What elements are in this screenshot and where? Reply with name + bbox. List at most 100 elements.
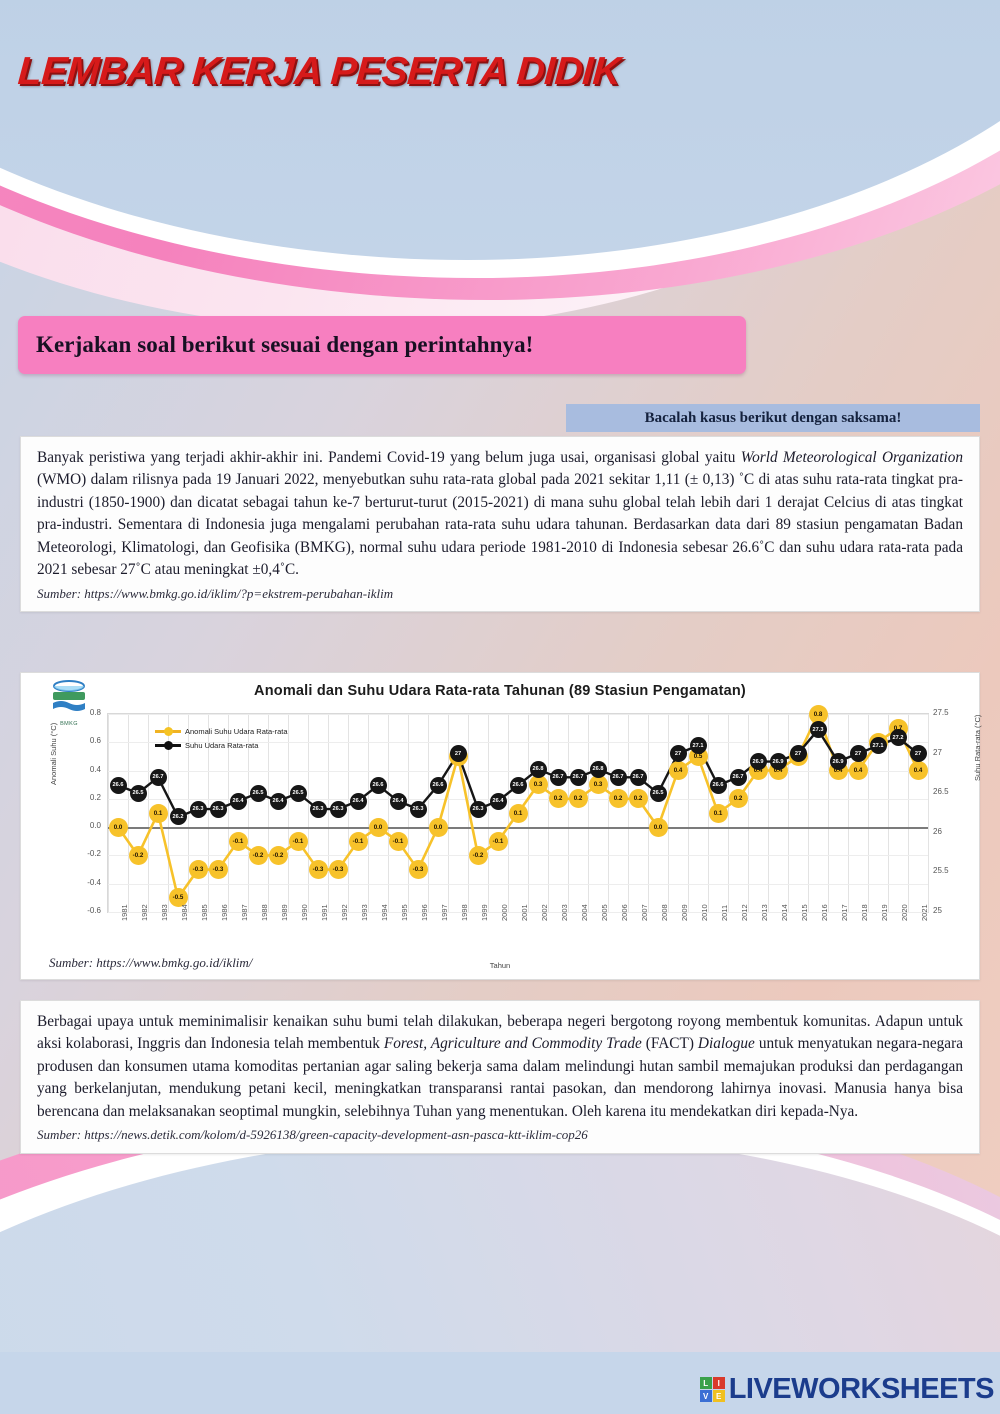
chart-data-point: 26.9 (829, 753, 847, 771)
chart-gridline-vertical (208, 714, 209, 912)
chart-x-tick: 2003 (560, 904, 569, 921)
chart-y2-tick: 27.5 (933, 708, 949, 717)
chart-x-tick: 2019 (880, 904, 889, 921)
chart-data-point: 26.4 (389, 792, 407, 810)
chart-x-tick: 2014 (780, 904, 789, 921)
chart-data-point: 0.8 (808, 704, 828, 724)
chart-gridline-vertical (928, 714, 929, 912)
chart-data-point: 26.9 (749, 753, 767, 771)
chart-x-tick: 1995 (400, 904, 409, 921)
page-title: LEMBAR KERJA PESERTA DIDIK (16, 50, 622, 93)
chart-gridline-horizontal (108, 912, 928, 913)
chart-gridline-vertical (108, 714, 109, 912)
chart-x-tick: 2006 (620, 904, 629, 921)
chart-data-point: 0.0 (368, 817, 388, 837)
chart-x-tick: 1992 (340, 904, 349, 921)
legend-label-anomali: Anomali Suhu Udara Rata-rata (185, 727, 288, 736)
chart-x-axis-label: Tahun (489, 961, 511, 970)
chart-x-tick: 2002 (540, 904, 549, 921)
chart-data-point: 27.2 (889, 729, 907, 747)
chart-zero-line (108, 827, 928, 830)
chart-x-tick: 2005 (600, 904, 609, 921)
chart-data-point: 26.3 (189, 800, 207, 818)
read-case-badge-text: Bacalah kasus berikut dengan saksama! (644, 409, 902, 426)
legend-item-suhu: Suhu Udara Rata-rata (155, 741, 288, 750)
chart-data-point: 26.5 (129, 784, 147, 802)
chart-data-point: -0.3 (308, 860, 328, 880)
legend-marker-suhu-icon (155, 741, 181, 750)
chart-gridline-vertical (588, 714, 589, 912)
chart-x-tick: 1997 (440, 904, 449, 921)
chart-data-point: 0.0 (108, 817, 128, 837)
chart-data-point: -0.3 (408, 860, 428, 880)
lw-tile-l: L (699, 1377, 712, 1389)
chart-y-tick: -0.4 (87, 877, 101, 887)
instruction-banner: Kerjakan soal berikut sesuai dengan peri… (18, 316, 746, 374)
chart-gridline-vertical (808, 714, 809, 912)
chart-x-tick: 1999 (480, 904, 489, 921)
chart-gridline-vertical (668, 714, 669, 912)
chart-gridline-vertical (128, 714, 129, 912)
liveworksheets-logo[interactable]: L I V E LIVEWORKSHEETS (699, 1373, 995, 1406)
chart-gridline-vertical (828, 714, 829, 912)
chart-data-point: 26.7 (549, 768, 567, 786)
chart-gridline-vertical (788, 714, 789, 912)
chart-data-point: 26.7 (569, 768, 587, 786)
chart-y2-tick: 27 (933, 747, 942, 757)
chart-x-tick: 1986 (220, 904, 229, 921)
chart-x-tick: 2000 (500, 904, 509, 921)
chart-data-point: 26.6 (429, 776, 447, 794)
chart-gridline-vertical (448, 714, 449, 912)
case-text-box-2: Berbagai upaya untuk meminimalisir kenai… (20, 1000, 980, 1154)
legend-marker-anomali-icon (155, 727, 181, 736)
chart-gridline-vertical (308, 714, 309, 912)
chart-data-point: 0.0 (648, 817, 668, 837)
chart-plot-area: 0.0 -0.2 0.1 -0.5 -0.3 -0.3 -0.1 -0.2 -0.2 -0.1 -0… (107, 704, 929, 913)
chart-gridline-vertical (868, 714, 869, 912)
chart-gridline-vertical (248, 714, 249, 912)
chart-gridline-vertical (608, 714, 609, 912)
lw-tile-e: E (712, 1390, 725, 1402)
chart-gridline-vertical (568, 714, 569, 912)
chart-x-tick: 1985 (200, 904, 209, 921)
chart-x-tick: 2021 (920, 904, 929, 921)
chart-gridline-horizontal (108, 742, 928, 744)
chart-x-tick: 1998 (460, 904, 469, 921)
chart-data-point: 26.4 (269, 792, 287, 810)
header-wave-blue (0, 0, 1000, 260)
chart-data-point: 26.3 (309, 800, 327, 818)
chart-data-point: 26.3 (209, 800, 227, 818)
chart-gridline-vertical (628, 714, 629, 912)
chart-gridline-vertical (768, 714, 769, 912)
chart-data-point: 26.6 (509, 776, 527, 794)
chart-x-tick: 2018 (860, 904, 869, 921)
chart-data-point: 26.7 (629, 768, 647, 786)
chart-legend: Anomali Suhu Udara Rata-rata Suhu Udara … (155, 727, 288, 755)
chart-source: Sumber: https://www.bmkg.go.id/iklim/ (49, 955, 253, 970)
chart-x-tick: 2017 (840, 904, 849, 921)
chart-data-point: 26.7 (729, 768, 747, 786)
chart-data-point: 26.5 (649, 784, 667, 802)
chart-x-tick: 2020 (900, 904, 909, 921)
chart-y-tick: 0.0 (89, 821, 101, 831)
chart-data-point: 26.4 (349, 792, 367, 810)
chart-x-tick: 1983 (160, 904, 169, 921)
chart-data-point: 26.2 (169, 808, 187, 826)
chart-data-point: 26.8 (529, 760, 547, 778)
chart-data-point: 27.1 (869, 737, 887, 755)
chart-gridline-vertical (328, 714, 329, 912)
chart-data-point: 0.3 (588, 775, 608, 795)
chart-x-tick: 1982 (140, 904, 149, 921)
chart-gridline-vertical (488, 714, 489, 912)
chart-x-tick: 2009 (680, 904, 689, 921)
chart-x-tick: 2013 (760, 904, 769, 921)
chart-x-tick: 2007 (640, 904, 649, 921)
chart-data-point: 27 (909, 745, 927, 763)
chart-data-point: 27.3 (809, 721, 827, 739)
chart-y2-tick: 25 (933, 906, 942, 915)
chart-data-point: 26.3 (409, 800, 427, 818)
chart-data-point: 27 (789, 745, 807, 763)
case-2-source: Sumber: https://news.detik.com/kolom/d-5… (37, 1127, 588, 1143)
chart-data-point: -0.1 (488, 831, 508, 851)
chart-x-tick: 2010 (700, 904, 709, 921)
